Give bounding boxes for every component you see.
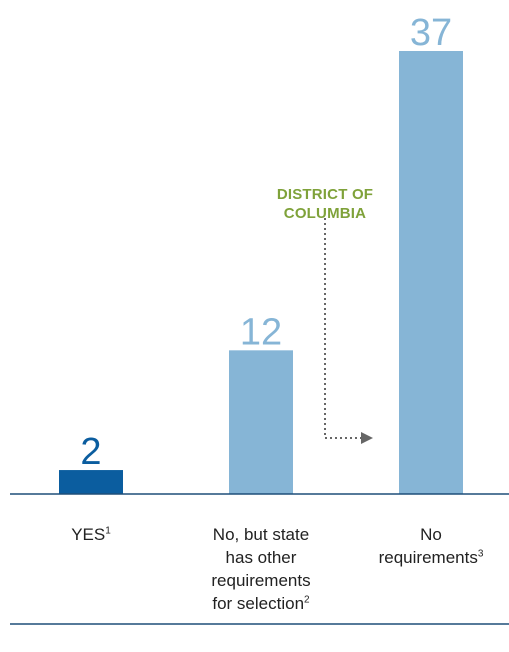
annotation-line-2: COLUMBIA [283,205,367,222]
annotation-line-1: DISTRICT OF [276,186,374,203]
value-label-2: 12 [240,311,282,353]
annotation-arrow [324,218,373,444]
category-label-2-line-3: requirements [211,571,311,590]
value-label-1: 2 [80,431,101,473]
category-label-3-line-1: No [420,525,442,544]
footnote-marker: 1 [105,525,111,537]
bars-group [59,51,463,494]
footnote-marker: 3 [477,548,484,560]
category-label-3: No requirements3 [341,523,509,569]
value-label-3: 37 [410,12,452,54]
value-labels-group: 2 12 37 [80,12,452,473]
category-label-2: No, but state has other requirements for se… [171,523,351,615]
category-label-1-line-1: YES1 [71,525,111,544]
category-label-3-line-2: requirements3 [378,548,484,567]
category-label-1: YES1 [1,523,181,546]
bar-2 [229,350,293,494]
bar-1 [59,470,123,494]
category-label-2-line-2: has other [225,548,297,567]
category-label-2-line-1: No, but state [212,525,310,544]
annotation-district-of-columbia: DISTRICT OF COLUMBIA [225,185,425,223]
footnote-marker: 2 [304,594,310,606]
category-label-2-line-4: for selection2 [212,594,310,613]
bar-3 [399,51,463,494]
